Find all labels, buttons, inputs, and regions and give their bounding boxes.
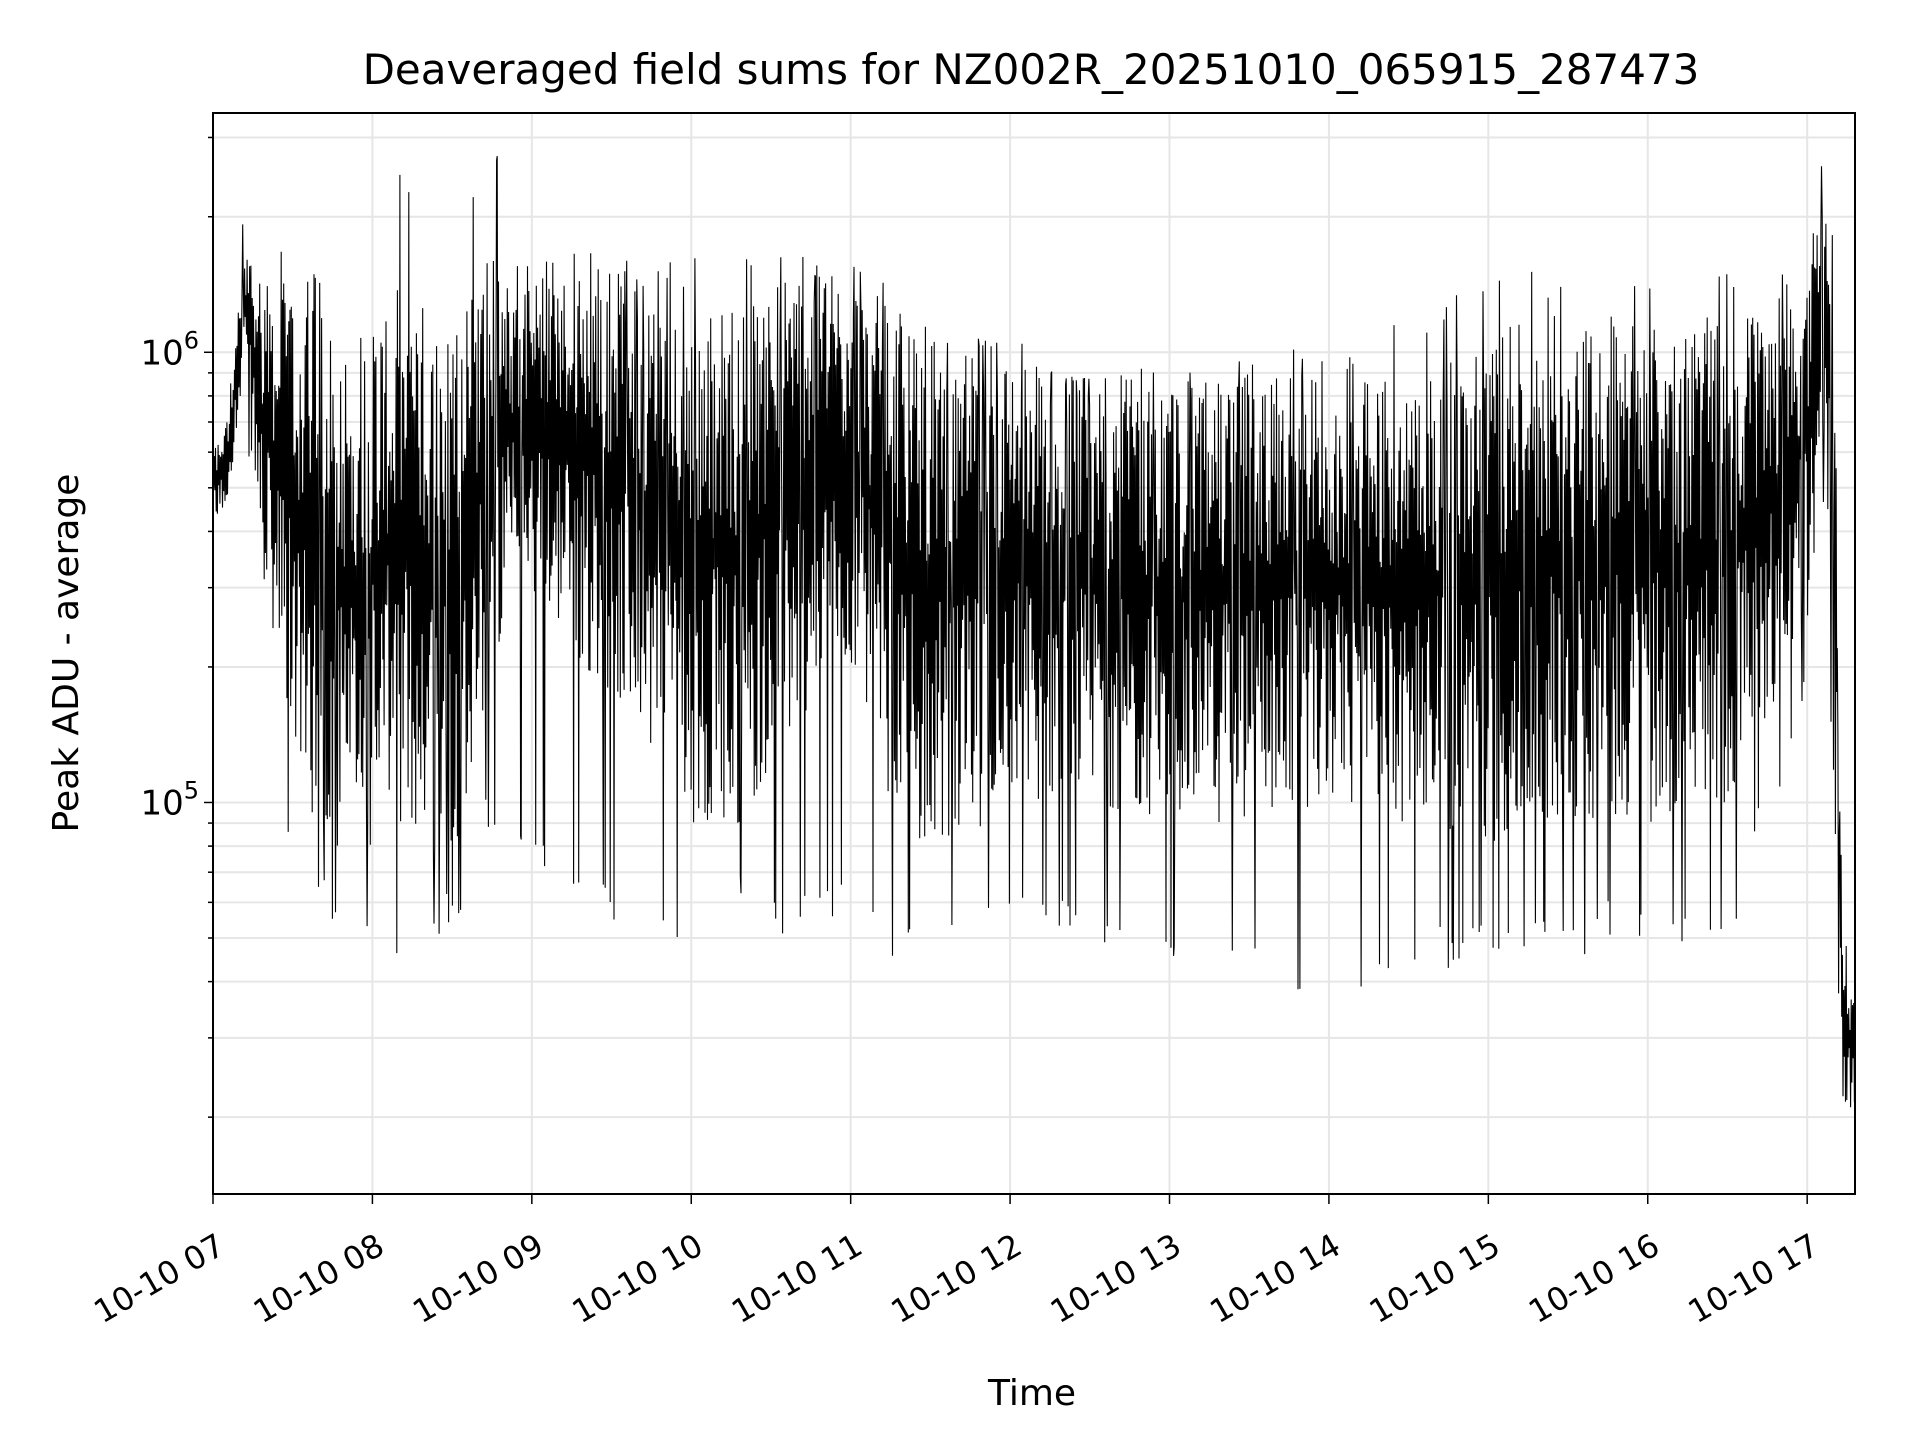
x-tick-label: 10-10 15 bbox=[1363, 1226, 1507, 1331]
y-tick-label: 106 bbox=[140, 326, 199, 373]
y-axis: 105 106 bbox=[140, 136, 213, 1118]
plot-frame bbox=[212, 112, 1856, 1195]
data-layer bbox=[212, 156, 1856, 1108]
x-tick-label: 10-10 14 bbox=[1203, 1226, 1347, 1331]
x-tick-label: 10-10 09 bbox=[406, 1226, 550, 1331]
x-tick-label: 10-10 16 bbox=[1522, 1226, 1666, 1331]
x-axis-label: Time bbox=[987, 1373, 1076, 1414]
x-tick-label: 10-10 13 bbox=[1044, 1226, 1188, 1331]
x-tick-label: 10-10 11 bbox=[725, 1226, 869, 1331]
x-tick-label: 10-10 10 bbox=[566, 1226, 710, 1331]
y-tick-label: 105 bbox=[140, 776, 199, 823]
y-axis-label: Peak ADU - average bbox=[46, 474, 87, 833]
chart-title: Deaveraged field sums for NZ002R_2025101… bbox=[363, 45, 1700, 94]
x-tick-label: 10-10 12 bbox=[884, 1226, 1028, 1331]
series-line bbox=[212, 156, 1856, 1108]
x-tick-label: 10-10 08 bbox=[247, 1226, 391, 1331]
x-tick-label: 10-10 17 bbox=[1682, 1226, 1826, 1331]
x-tick-label: 10-10 07 bbox=[87, 1226, 231, 1331]
x-axis: 10-10 07 10-10 08 10-10 09 10-10 10 10-10 11… bbox=[87, 1194, 1825, 1331]
